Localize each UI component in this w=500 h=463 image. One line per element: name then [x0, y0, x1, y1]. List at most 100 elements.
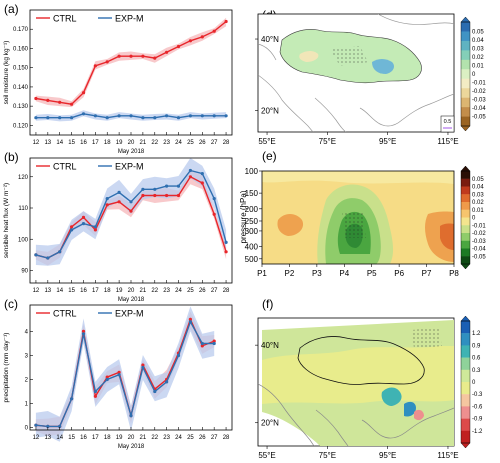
- data-point-b-1-0: [34, 253, 37, 256]
- data-point-b-0-11: [165, 194, 168, 197]
- x-tick-label-a-19: 19: [116, 140, 123, 146]
- colorbar-e-bin-0: [461, 171, 470, 179]
- colorbar-f-label-2: 0.6: [472, 356, 481, 362]
- colorbar-e-label-7: -0.02: [472, 231, 486, 237]
- data-point-a-0-8: [129, 55, 132, 58]
- colorbar-f-label-1: 0.9: [472, 343, 481, 349]
- x-tick-label-b-16: 16: [80, 288, 87, 294]
- data-point-b-1-9: [141, 188, 144, 191]
- data-point-b-0-15: [213, 213, 216, 216]
- data-point-b-1-5: [94, 225, 97, 228]
- colorbar-d-bin-1: [461, 31, 470, 41]
- y-axis-label-a: soil moisture (kg kg⁻¹): [3, 41, 10, 105]
- data-point-a-1-5: [94, 114, 97, 117]
- data-point-a-0-3: [70, 103, 73, 106]
- panel-label-c: (c): [4, 297, 18, 311]
- y-tick-label-b-2: 110: [18, 206, 28, 212]
- data-point-b-0-16: [225, 250, 228, 253]
- x-tick-label-b-21: 21: [140, 288, 147, 294]
- colorbar-d-label-2: 0.03: [472, 46, 484, 52]
- colorbar-f-bin-0: [461, 321, 470, 333]
- section-x-tick-label-1: P2: [285, 269, 295, 278]
- colorbar-e-bin-4: [461, 202, 470, 210]
- x-tick-label-a-20: 20: [128, 140, 135, 146]
- data-point-a-1-8: [129, 114, 132, 117]
- data-point-b-1-13: [189, 169, 192, 172]
- data-point-b-1-6: [106, 197, 109, 200]
- data-point-a-0-13: [189, 39, 192, 42]
- y-tick-label-a-1: 0.130: [13, 104, 29, 110]
- x-tick-label-a-25: 25: [187, 140, 194, 146]
- colorbar-e-bin-5: [461, 210, 470, 218]
- data-point-c-1-4: [82, 332, 85, 335]
- x-tick-label-a-23: 23: [163, 140, 170, 146]
- x-tick-label-b-28: 28: [223, 288, 230, 294]
- y-tick-label-a-3: 0.150: [13, 66, 29, 72]
- colorbar-d-label-8: -0.03: [472, 98, 486, 104]
- x-tick-label-a-16: 16: [80, 140, 87, 146]
- section-e-stippling: [342, 212, 366, 238]
- panel-label-a: (a): [4, 2, 19, 16]
- colorbar-e-bin-8: [461, 233, 470, 241]
- data-point-a-0-9: [141, 55, 144, 58]
- data-point-c-1-0: [34, 424, 37, 427]
- colorbar-d-bin-7: [461, 88, 470, 98]
- panel-c-precipitation: 12 13 14 15 16 17 18 19 20 21 22 23 24 25 26 27 28May 20…: [3, 305, 232, 450]
- colorbar-e-bin-2: [461, 187, 470, 195]
- data-point-c-1-3: [70, 397, 73, 400]
- colorbar-e-bin-10: [461, 249, 470, 257]
- data-point-c-1-8: [129, 414, 132, 417]
- map-f-stippling: [412, 328, 442, 348]
- map-x-tick-label-d-3: 115°E: [437, 137, 458, 146]
- x-tick-label-b-17: 17: [92, 288, 99, 294]
- y-tick-label-b-0: 90: [21, 269, 28, 275]
- colorbar-e-label-6: -0.01: [472, 223, 486, 229]
- data-point-b-0-8: [129, 210, 132, 213]
- legend-label-c-0: CTRL: [53, 309, 77, 319]
- data-point-a-0-10: [153, 57, 156, 60]
- data-point-a-1-9: [141, 116, 144, 119]
- colorbar-f-label-3: 0.3: [472, 368, 481, 374]
- section-y-tick-label-1: 150: [245, 189, 259, 198]
- y-tick-label-a-0: 0.120: [13, 123, 29, 129]
- data-point-a-1-4: [82, 112, 85, 115]
- colorbar-e-label-4: 0.01: [472, 208, 484, 214]
- colorbar-e-label-10: -0.05: [472, 254, 486, 260]
- y-axis-label-b: sensible heat flux (W m⁻²): [3, 183, 10, 258]
- data-point-a-0-15: [213, 30, 216, 33]
- data-point-a-0-11: [165, 51, 168, 54]
- legend-label-b-0: CTRL: [53, 162, 77, 172]
- map-y-tick-label-d-0: 20°N: [261, 107, 279, 116]
- x-tick-label-a-28: 28: [223, 140, 230, 146]
- data-point-b-1-14: [201, 172, 204, 175]
- colorbar-e-bin-7: [461, 225, 470, 233]
- data-point-b-1-7: [118, 191, 121, 194]
- data-point-b-0-12: [177, 194, 180, 197]
- colorbar-d-bin-10: [461, 117, 470, 127]
- colorbar-f-bin-4: [461, 370, 470, 382]
- data-point-b-1-12: [177, 185, 180, 188]
- colorbar-d-bin-2: [461, 41, 470, 51]
- colorbar-d-top-arrow: [461, 17, 470, 22]
- data-point-a-0-6: [106, 60, 109, 63]
- x-tick-label-c-25: 25: [187, 435, 194, 441]
- data-point-c-1-11: [165, 380, 168, 383]
- x-tick-label-b-20: 20: [128, 288, 135, 294]
- colorbar-f-label-6: -0.6: [472, 404, 483, 410]
- x-tick-label-a-13: 13: [44, 140, 51, 146]
- x-tick-label-c-27: 27: [211, 435, 218, 441]
- data-point-c-1-15: [213, 342, 216, 345]
- colorbar-d-label-9: -0.04: [472, 106, 486, 112]
- colorbar-f-label-7: -0.9: [472, 417, 483, 423]
- x-tick-label-c-28: 28: [223, 435, 230, 441]
- x-tick-label-c-20: 20: [128, 435, 135, 441]
- x-tick-label-a-12: 12: [33, 140, 40, 146]
- x-tick-label-c-12: 12: [33, 435, 40, 441]
- map-x-tick-label-f-2: 95°E: [379, 451, 396, 460]
- x-tick-label-b-15: 15: [68, 288, 75, 294]
- x-tick-label-b-13: 13: [44, 288, 51, 294]
- data-point-c-1-12: [177, 354, 180, 357]
- colorbar-d-label-10: -0.05: [472, 115, 486, 121]
- x-tick-label-b-12: 12: [33, 288, 40, 294]
- data-point-c-1-13: [189, 320, 192, 323]
